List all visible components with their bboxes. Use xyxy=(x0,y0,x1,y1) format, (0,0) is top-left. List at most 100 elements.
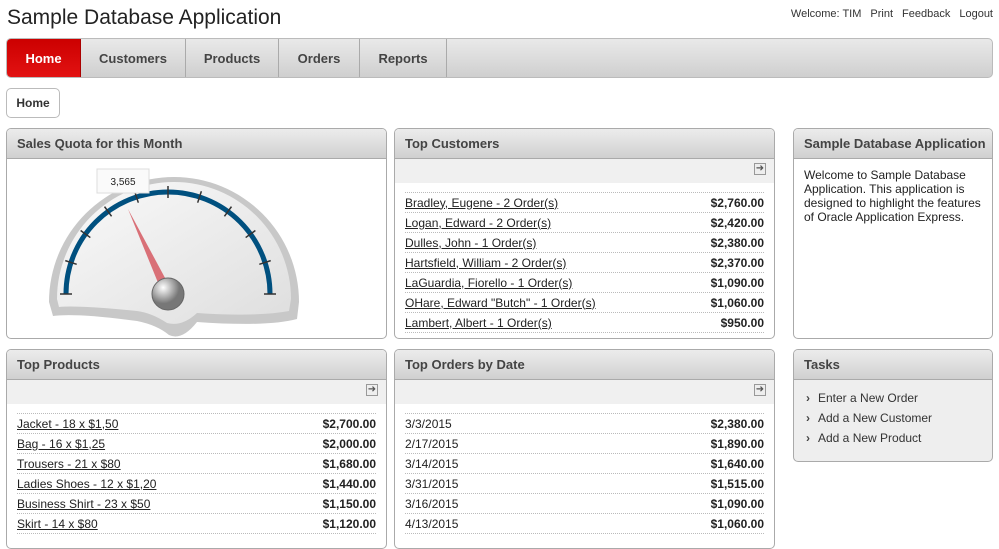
list-item: Hartsfield, William - 2 Order(s) $2,370.0… xyxy=(405,253,764,273)
list-item: Trousers - 21 x $80 $1,680.00 xyxy=(17,454,376,474)
order-list: 3/3/2015 $2,380.00 2/17/2015 $1,890.00 3/14/… xyxy=(405,413,764,534)
tab-home[interactable]: Home xyxy=(7,39,81,77)
main-tabs: Home Customers Products Orders Reports xyxy=(6,38,993,78)
gauge-tick xyxy=(259,259,271,266)
print-link[interactable]: Print xyxy=(870,8,894,20)
item-link[interactable]: OHare, Edward "Butch" - 1 Order(s) xyxy=(405,295,596,310)
item-amount: $2,370.00 xyxy=(710,255,764,270)
welcome-user: Welcome: TIM xyxy=(790,8,862,20)
list-item: Dulles, John - 1 Order(s) $2,380.00 xyxy=(405,233,764,253)
gauge-value-box xyxy=(96,168,150,194)
item-amount: $2,380.00 xyxy=(710,416,764,431)
nav-links: Welcome: TIM Print Feedback Logout xyxy=(791,8,993,20)
item-date: 3/16/2015 xyxy=(405,496,459,511)
list-item: OHare, Edward "Butch" - 1 Order(s) $1,060… xyxy=(405,293,764,313)
region-title: Top Orders by Date xyxy=(395,350,774,380)
export-arrow-icon[interactable]: ➜ xyxy=(754,163,766,175)
item-amount: $1,640.00 xyxy=(710,456,764,471)
item-link[interactable]: Dulles, John - 1 Order(s) xyxy=(405,235,537,250)
logout-link[interactable]: Logout xyxy=(959,8,993,20)
gauge-value-label: 3,565 xyxy=(110,177,135,188)
item-amount: $2,000.00 xyxy=(322,436,376,451)
item-link[interactable]: Logan, Edward - 2 Order(s) xyxy=(405,215,552,230)
gauge-tick xyxy=(103,206,113,217)
gauge-tick xyxy=(223,206,233,217)
tab-customers[interactable]: Customers xyxy=(81,39,186,77)
item-date: 4/13/2015 xyxy=(405,516,459,531)
item-link[interactable]: Lambert, Albert - 1 Order(s) xyxy=(405,315,552,330)
list-item: 3/16/2015 $1,090.00 xyxy=(405,494,764,514)
tasks-region: Tasks › Enter a New Order › Add a New Custo… xyxy=(793,349,993,462)
list-item: Bag - 16 x $1,25 $2,000.00 xyxy=(17,434,376,454)
task-link[interactable]: › Add a New Product xyxy=(794,428,992,448)
item-amount: $1,120.00 xyxy=(322,516,376,531)
region-title: Sample Database Application xyxy=(794,129,992,159)
item-date: 3/14/2015 xyxy=(405,456,459,471)
item-amount: $2,380.00 xyxy=(710,235,764,250)
gauge-tick xyxy=(196,191,203,203)
region-title: Tasks xyxy=(794,350,992,380)
item-link[interactable]: Ladies Shoes - 12 x $1,20 xyxy=(17,476,157,491)
item-link[interactable]: LaGuardia, Fiorello - 1 Order(s) xyxy=(405,275,573,290)
item-amount: $950.00 xyxy=(720,315,764,330)
gauge-knob xyxy=(151,277,185,311)
item-date: 3/3/2015 xyxy=(405,416,452,431)
sales-quota-gauge: 3,565 xyxy=(49,168,299,337)
chevron-right-icon: › xyxy=(806,431,810,445)
gauge-tick xyxy=(80,229,91,239)
item-date: 3/31/2015 xyxy=(405,476,459,491)
task-label: Add a New Product xyxy=(818,431,922,445)
app-title: Sample Database Application xyxy=(7,6,282,29)
region-title: Sales Quota for this Month xyxy=(7,129,386,159)
tab-products[interactable]: Products xyxy=(186,39,279,77)
gauge-tick xyxy=(65,259,77,266)
gauge-tick xyxy=(245,229,256,239)
about-region: Sample Database Application Welcome to S… xyxy=(793,128,993,339)
export-arrow-icon[interactable]: ➜ xyxy=(754,384,766,396)
item-amount: $1,060.00 xyxy=(710,516,764,531)
item-link[interactable]: Bradley, Eugene - 2 Order(s) xyxy=(405,195,559,210)
item-amount: $2,420.00 xyxy=(710,215,764,230)
list-item: 3/14/2015 $1,640.00 xyxy=(405,454,764,474)
top-orders-region: Top Orders by Date ➜ 3/3/2015 $2,380.00 2/… xyxy=(394,349,775,549)
item-link[interactable]: Hartsfield, William - 2 Order(s) xyxy=(405,255,567,270)
tab-reports[interactable]: Reports xyxy=(360,39,447,77)
item-date: 2/17/2015 xyxy=(405,436,459,451)
item-link[interactable]: Skirt - 14 x $80 xyxy=(17,516,98,531)
item-amount: $1,440.00 xyxy=(322,476,376,491)
item-amount: $2,700.00 xyxy=(322,416,376,431)
item-link[interactable]: Business Shirt - 23 x $50 xyxy=(17,496,151,511)
export-arrow-icon[interactable]: ➜ xyxy=(366,384,378,396)
list-item: 4/13/2015 $1,060.00 xyxy=(405,514,764,534)
breadcrumb-home[interactable]: Home xyxy=(6,88,60,118)
list-item: 3/31/2015 $1,515.00 xyxy=(405,474,764,494)
list-item: Lambert, Albert - 1 Order(s) $950.00 xyxy=(405,313,764,333)
tab-orders[interactable]: Orders xyxy=(279,39,360,77)
list-item: Business Shirt - 23 x $50 $1,150.00 xyxy=(17,494,376,514)
about-text: Welcome to Sample Database Application. … xyxy=(804,168,981,224)
product-list: Jacket - 18 x $1,50 $2,700.00 Bag - 16 x $… xyxy=(17,413,376,534)
item-link[interactable]: Jacket - 18 x $1,50 xyxy=(17,416,119,431)
item-amount: $1,680.00 xyxy=(322,456,376,471)
top-customers-region: Top Customers ➜ Bradley, Eugene - 2 Orde… xyxy=(394,128,775,339)
list-item: Logan, Edward - 2 Order(s) $2,420.00 xyxy=(405,213,764,233)
item-amount: $1,890.00 xyxy=(710,436,764,451)
list-item: Ladies Shoes - 12 x $1,20 $1,440.00 xyxy=(17,474,376,494)
region-title: Top Customers xyxy=(395,129,774,159)
list-item: Jacket - 18 x $1,50 $2,700.00 xyxy=(17,414,376,434)
chevron-right-icon: › xyxy=(806,391,810,405)
list-item: 3/3/2015 $2,380.00 xyxy=(405,414,764,434)
region-title: Top Products xyxy=(7,350,386,380)
task-link[interactable]: › Add a New Customer xyxy=(794,408,992,428)
item-amount: $1,090.00 xyxy=(710,275,764,290)
feedback-link[interactable]: Feedback xyxy=(902,8,951,20)
item-link[interactable]: Trousers - 21 x $80 xyxy=(17,456,121,471)
chevron-right-icon: › xyxy=(806,411,810,425)
task-link[interactable]: › Enter a New Order xyxy=(794,388,992,408)
gauge-needle xyxy=(127,208,173,297)
sales-quota-region: Sales Quota for this Month 3,565 xyxy=(6,128,387,339)
list-item: LaGuardia, Fiorello - 1 Order(s) $1,090.0… xyxy=(405,273,764,293)
task-label: Enter a New Order xyxy=(818,391,919,405)
task-list: › Enter a New Order › Add a New Customer › Ad… xyxy=(794,380,992,448)
item-link[interactable]: Bag - 16 x $1,25 xyxy=(17,436,106,451)
